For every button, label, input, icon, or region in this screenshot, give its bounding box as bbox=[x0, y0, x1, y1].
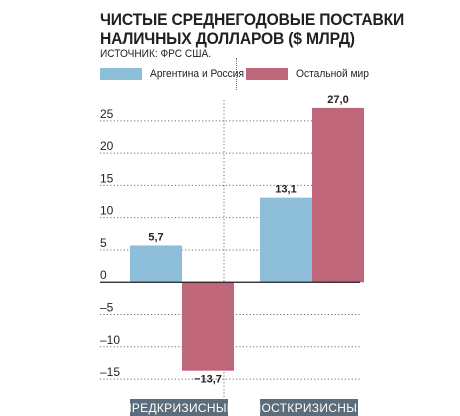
category-band bbox=[130, 399, 228, 416]
category-label: ПОСТКРИЗИСНЫЕ bbox=[253, 401, 366, 415]
y-tick-label: –5 bbox=[100, 301, 114, 315]
y-tick-label: 0 bbox=[100, 268, 107, 282]
data-label: 5,7 bbox=[148, 231, 163, 243]
bar bbox=[130, 245, 182, 283]
legend-item-series-2: Остальной мир bbox=[246, 67, 374, 81]
chart-source: ИСТОЧНИК: ФРС США. bbox=[100, 48, 212, 60]
legend-swatch-series-2 bbox=[246, 68, 288, 80]
legend-item-series-1: Аргентина и Россия bbox=[100, 67, 251, 81]
category-band bbox=[260, 399, 358, 416]
data-label: −13,7 bbox=[194, 374, 222, 386]
category-label: ПРЕДКРИЗИСНЫЕ bbox=[123, 401, 235, 415]
y-tick-label: 20 bbox=[100, 139, 114, 153]
bar bbox=[312, 107, 364, 283]
legend-label-series-2: Остальной мир bbox=[296, 68, 369, 80]
y-tick-label: 25 bbox=[100, 107, 114, 121]
legend-divider bbox=[236, 58, 237, 90]
y-tick-label: –15 bbox=[100, 365, 120, 379]
chart-title-line-1: ЧИСТЫЕ СРЕДНЕГОДОВЫЕ ПОСТАВКИ bbox=[100, 10, 405, 29]
bar bbox=[260, 197, 312, 283]
y-tick-label: –10 bbox=[100, 333, 120, 347]
legend-swatch-series-1 bbox=[100, 68, 142, 80]
data-label: 27,0 bbox=[327, 94, 348, 106]
y-tick-label: 15 bbox=[100, 171, 114, 185]
y-tick-label: 5 bbox=[100, 236, 107, 250]
chart-title: ЧИСТЫЕ СРЕДНЕГОДОВЫЕ ПОСТАВКИ НАЛИЧНЫХ Д… bbox=[100, 10, 422, 48]
data-label: 13,1 bbox=[275, 184, 296, 196]
bar bbox=[182, 282, 234, 371]
y-tick-label: 10 bbox=[100, 204, 114, 218]
chart-title-line-2: НАЛИЧНЫХ ДОЛЛАРОВ ($ МЛРД) bbox=[100, 29, 355, 48]
legend-label-series-1: Аргентина и Россия bbox=[150, 68, 245, 80]
